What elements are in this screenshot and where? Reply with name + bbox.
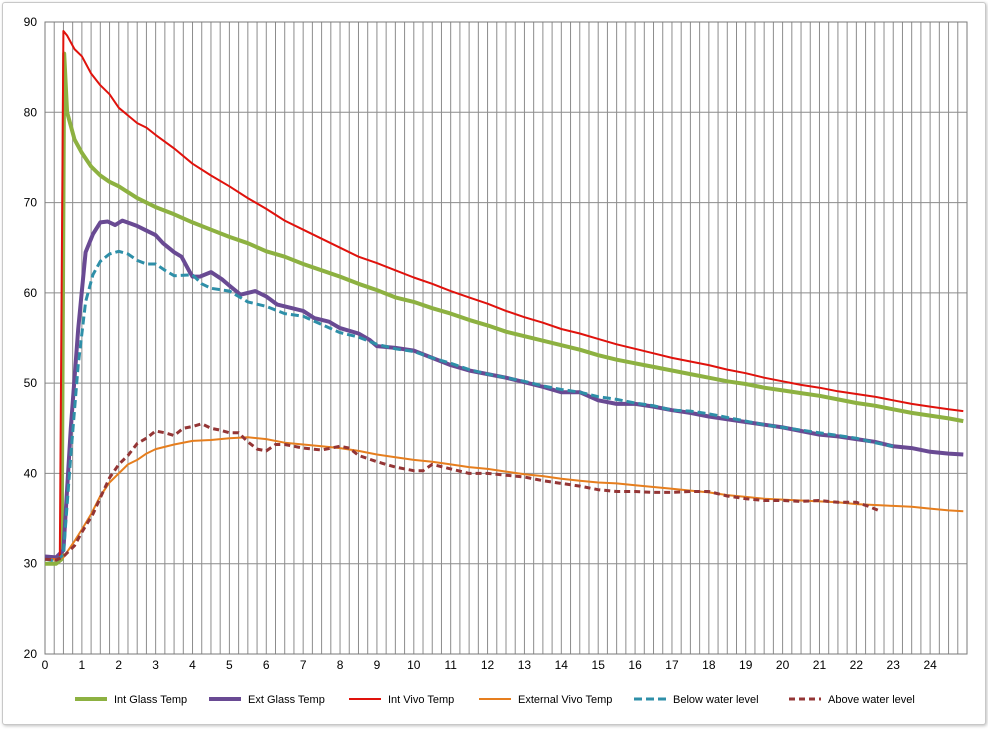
x-tick-label: 5 (226, 658, 233, 672)
x-tick-label: 16 (628, 658, 642, 672)
series-line-0 (45, 51, 964, 566)
legend-label-3: External Vivo Temp (518, 694, 612, 706)
x-tick-label: 11 (444, 658, 457, 672)
x-tick-label: 23 (887, 658, 901, 672)
legend: Int Glass Temp Ext Glass Temp Int Vivo Tem… (75, 694, 915, 706)
x-tick-label: 19 (739, 658, 753, 672)
x-tick-label: 0 (42, 658, 49, 672)
x-tick-label: 12 (481, 658, 495, 672)
x-tick-label: 24 (923, 658, 937, 672)
x-tick-label: 15 (592, 658, 606, 672)
x-tick-label: 9 (374, 658, 381, 672)
series-lines (44, 30, 964, 566)
x-tick-label: 17 (665, 658, 679, 672)
legend-label-5: Above water level (828, 694, 915, 706)
series-line-2 (45, 30, 964, 561)
x-tick-label: 21 (813, 658, 827, 672)
x-tick-label: 1 (79, 658, 86, 672)
series-line-5 (44, 422, 880, 562)
y-tick-label: 80 (24, 105, 38, 119)
legend-label-0: Int Glass Temp (114, 694, 187, 706)
y-tick-label: 70 (24, 196, 38, 210)
x-tick-label: 20 (776, 658, 790, 672)
grid (44, 21, 968, 655)
legend-label-1: Ext Glass Temp (248, 694, 325, 706)
x-tick-label: 10 (407, 658, 421, 672)
x-tick-label: 7 (300, 658, 307, 672)
y-tick-label: 60 (24, 286, 38, 300)
x-tick-label: 3 (152, 658, 159, 672)
y-tick-label: 30 (24, 557, 38, 571)
y-tick-label: 20 (24, 647, 38, 661)
series-line-3 (45, 436, 964, 561)
legend-label-2: Int Vivo Temp (388, 694, 454, 706)
x-tick-label: 18 (702, 658, 716, 672)
x-tick-label: 8 (337, 658, 344, 672)
y-tick-label: 40 (24, 466, 38, 480)
x-tick-label: 22 (850, 658, 864, 672)
series-line-4 (44, 249, 894, 563)
y-tick-label: 50 (24, 376, 38, 390)
legend-label-4: Below water level (673, 694, 759, 706)
x-tick-label: 14 (555, 658, 569, 672)
y-tick-label: 90 (24, 15, 38, 29)
x-tick-label: 6 (263, 658, 270, 672)
x-tick-label: 2 (115, 658, 122, 672)
x-tick-label: 13 (518, 658, 532, 672)
plot-area-border (44, 21, 968, 655)
x-tick-label: 4 (189, 658, 196, 672)
